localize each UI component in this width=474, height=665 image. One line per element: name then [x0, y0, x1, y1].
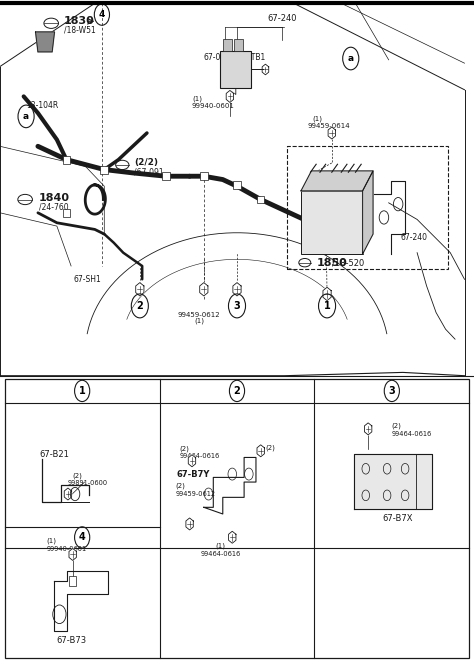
- Text: 99464-0616: 99464-0616: [179, 453, 219, 459]
- Text: 99459-0614: 99459-0614: [307, 122, 350, 129]
- Text: 2: 2: [234, 386, 240, 396]
- Text: (2): (2): [175, 483, 185, 489]
- Text: 3: 3: [234, 301, 240, 311]
- Polygon shape: [228, 531, 236, 543]
- Text: (1): (1): [192, 96, 202, 102]
- Bar: [287, 146, 448, 269]
- Bar: [100, 166, 108, 174]
- Text: 99459-0612: 99459-0612: [178, 311, 220, 318]
- Text: 67-B21: 67-B21: [39, 450, 69, 459]
- Text: 1840: 1840: [39, 192, 70, 203]
- Bar: [234, 39, 243, 51]
- Polygon shape: [69, 549, 76, 561]
- Text: 99464-0616: 99464-0616: [392, 430, 432, 436]
- Text: (1): (1): [194, 318, 204, 325]
- Polygon shape: [200, 283, 208, 296]
- Bar: [301, 191, 363, 254]
- Text: 67-TB1: 67-TB1: [239, 53, 265, 63]
- Text: a: a: [348, 54, 354, 63]
- Text: (1): (1): [312, 115, 322, 122]
- Bar: [220, 51, 251, 88]
- Text: /18-520: /18-520: [332, 258, 364, 267]
- Text: 1: 1: [324, 301, 330, 311]
- Text: 67-099P: 67-099P: [204, 53, 236, 63]
- Polygon shape: [226, 90, 234, 102]
- Text: 99459-0612: 99459-0612: [175, 491, 216, 497]
- Bar: [63, 156, 70, 164]
- Text: 2: 2: [137, 301, 143, 311]
- Text: 4: 4: [99, 10, 105, 19]
- Bar: [233, 181, 241, 189]
- Text: 67-240: 67-240: [401, 233, 428, 242]
- Polygon shape: [136, 283, 144, 296]
- Text: a: a: [23, 112, 29, 121]
- Text: 67-B7Y: 67-B7Y: [176, 469, 210, 479]
- Bar: [63, 209, 70, 217]
- Text: 1850: 1850: [317, 257, 347, 268]
- Text: (2): (2): [392, 422, 401, 429]
- Text: 1: 1: [79, 386, 85, 396]
- Text: /18-W51: /18-W51: [64, 25, 96, 35]
- Bar: [200, 172, 208, 180]
- Text: 67-B73: 67-B73: [56, 636, 86, 645]
- Bar: [257, 196, 264, 203]
- Polygon shape: [323, 287, 331, 301]
- Text: 99940-0601: 99940-0601: [192, 103, 235, 110]
- Text: 67-B7X: 67-B7X: [383, 514, 413, 523]
- Polygon shape: [186, 518, 193, 530]
- Text: 99940-0601: 99940-0601: [46, 546, 87, 552]
- Bar: [223, 39, 232, 51]
- Polygon shape: [301, 171, 373, 191]
- Polygon shape: [363, 171, 373, 254]
- Text: 1830: 1830: [64, 16, 95, 27]
- Bar: [69, 577, 76, 586]
- Polygon shape: [365, 423, 372, 435]
- Text: 13-104R: 13-104R: [26, 100, 58, 110]
- Text: 99464-0616: 99464-0616: [201, 551, 240, 557]
- Bar: [162, 172, 170, 180]
- Text: 67-240: 67-240: [267, 14, 297, 23]
- Polygon shape: [328, 127, 336, 139]
- Text: (1): (1): [46, 538, 56, 545]
- Text: (2): (2): [73, 472, 82, 479]
- Text: (2): (2): [265, 444, 275, 451]
- Text: 4: 4: [79, 533, 85, 543]
- Polygon shape: [188, 455, 196, 467]
- Text: 67-SH1: 67-SH1: [73, 275, 101, 284]
- Text: (2/2): (2/2): [134, 158, 158, 168]
- Polygon shape: [262, 65, 269, 75]
- Polygon shape: [257, 445, 264, 457]
- Polygon shape: [36, 32, 55, 52]
- Text: /24-760: /24-760: [39, 202, 69, 211]
- Polygon shape: [64, 488, 72, 500]
- Polygon shape: [233, 283, 241, 296]
- Text: /67-091: /67-091: [134, 168, 164, 177]
- Bar: [5, 379, 469, 658]
- Text: 99891-0600: 99891-0600: [68, 480, 108, 486]
- Text: (2): (2): [179, 446, 189, 452]
- Text: (1): (1): [215, 543, 226, 549]
- Polygon shape: [354, 454, 432, 509]
- Text: 3: 3: [389, 386, 395, 396]
